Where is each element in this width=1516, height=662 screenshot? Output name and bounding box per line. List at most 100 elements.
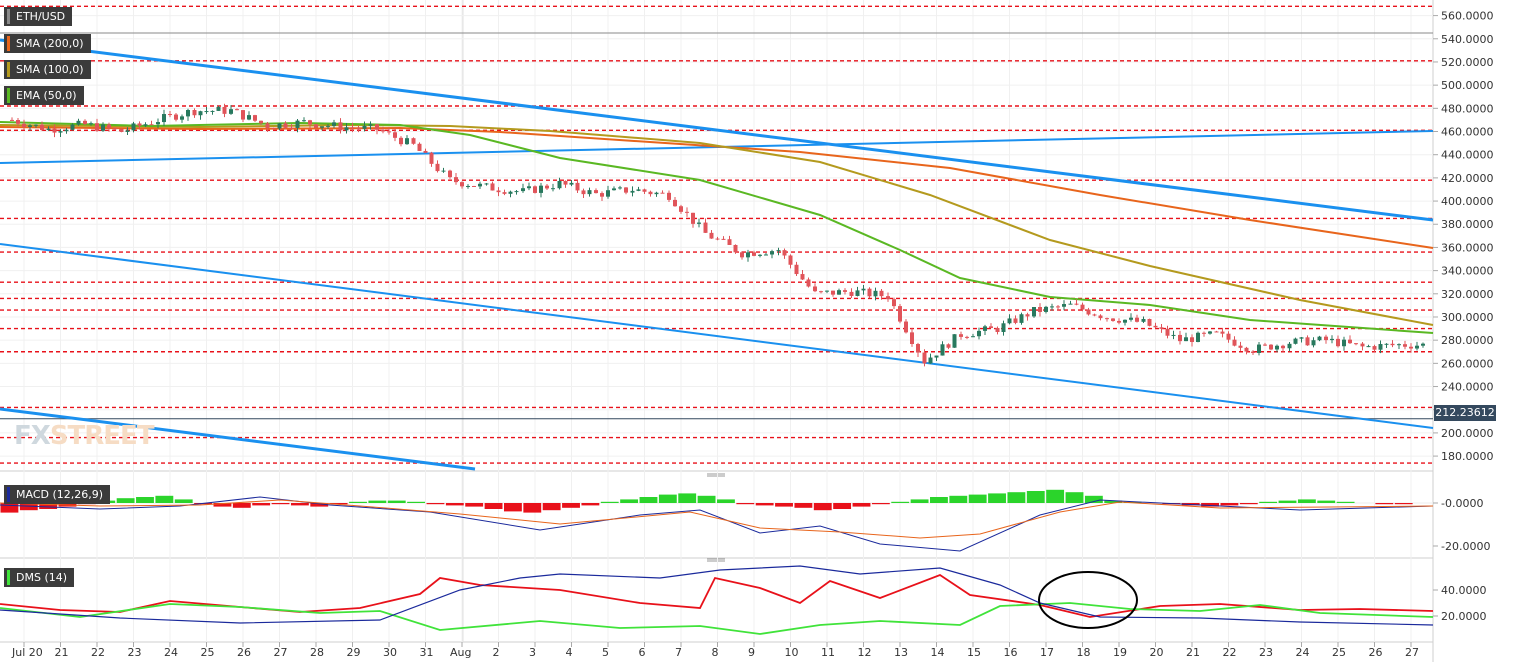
macd-histogram-bar <box>852 503 871 507</box>
candle-body <box>527 186 531 189</box>
candle-body <box>867 288 872 297</box>
candle-body <box>636 189 641 191</box>
candle-body <box>283 123 288 128</box>
candle-body <box>1208 331 1212 334</box>
candle-body <box>174 114 178 120</box>
x-tick-label: 27 <box>1405 646 1419 659</box>
sma100-swatch <box>7 62 10 77</box>
candle-body <box>34 124 38 126</box>
x-tick-label: 24 <box>1296 646 1310 659</box>
y-tick-label: 500.0000 <box>1441 79 1494 92</box>
candle-body <box>441 170 446 172</box>
candle-body <box>1105 318 1109 320</box>
candle-body <box>837 290 841 295</box>
candle-body <box>356 128 361 130</box>
macd-label[interactable]: MACD (12,26,9) <box>4 485 111 504</box>
candle-body <box>843 290 847 292</box>
candle-body <box>776 250 781 252</box>
x-tick-label: 10 <box>785 646 799 659</box>
x-tick-label: Aug <box>450 646 471 659</box>
x-tick-label: 18 <box>1077 646 1091 659</box>
candle-body <box>977 330 981 337</box>
candle-body <box>1251 351 1255 353</box>
symbol-label[interactable]: ETH/USD <box>4 7 73 26</box>
candle-body <box>1360 343 1365 347</box>
candle-body <box>971 336 975 338</box>
candle-body <box>1409 346 1413 349</box>
y-tick-label: 440.0000 <box>1441 149 1494 162</box>
x-tick-label: 28 <box>310 646 324 659</box>
candle-body <box>533 186 537 193</box>
candle-body <box>454 177 458 183</box>
candle-body <box>1086 309 1091 315</box>
macd-histogram-bar <box>329 503 348 505</box>
candle-body <box>1384 343 1389 345</box>
candle-body <box>709 232 714 239</box>
candle-body <box>113 128 117 130</box>
candle-body <box>1366 346 1371 348</box>
y-tick-label: 420.0000 <box>1441 172 1494 185</box>
trendline-lower <box>0 243 1434 429</box>
macd-histogram-bar <box>620 499 639 503</box>
candle-body <box>959 334 963 337</box>
candle-body <box>70 124 75 130</box>
candle-body <box>168 114 172 116</box>
candle-body <box>1184 337 1188 342</box>
candle-body <box>1190 337 1194 342</box>
ema50-label[interactable]: EMA (50,0) <box>4 86 84 105</box>
candle-body <box>186 109 190 117</box>
candle-body <box>1153 325 1158 328</box>
candle-body <box>302 120 306 122</box>
sma200-label[interactable]: SMA (200,0) <box>4 34 91 53</box>
x-tick-label: 8 <box>712 646 719 659</box>
candle-body <box>794 264 799 275</box>
price-panel-bg <box>0 0 1433 470</box>
candle-body <box>1324 336 1328 341</box>
candle-body <box>1056 306 1060 308</box>
candle-body <box>703 222 708 233</box>
x-tick-label: 21 <box>55 646 69 659</box>
candle-body <box>1299 337 1304 339</box>
y-tick-label: 540.0000 <box>1441 33 1494 46</box>
x-tick-label: 15 <box>967 646 981 659</box>
sma100-label[interactable]: SMA (100,0) <box>4 60 91 79</box>
macd-histogram-bar <box>174 499 193 503</box>
macd-histogram-bar <box>116 498 135 503</box>
x-tick-label: 22 <box>1223 646 1237 659</box>
candle-body <box>746 252 750 258</box>
candle-body <box>581 190 586 195</box>
candle-body <box>247 115 251 120</box>
y-tick-label: 240.0000 <box>1441 381 1494 394</box>
candle-body <box>149 124 154 126</box>
macd-histogram-bar <box>465 503 484 507</box>
candle-body <box>892 299 896 307</box>
candle-body <box>314 124 318 128</box>
candle-body <box>587 190 592 195</box>
macd-histogram-bar <box>639 497 658 503</box>
candle-body <box>83 120 87 125</box>
candle-body <box>1348 339 1352 344</box>
watermark-street: STREET <box>49 421 155 451</box>
x-tick-label: 19 <box>1113 646 1127 659</box>
candle-body <box>58 131 63 133</box>
candle-body <box>1330 338 1334 341</box>
dms-label[interactable]: DMS (14) <box>4 568 75 587</box>
dms-red-line <box>0 573 1434 618</box>
candle-body <box>484 183 489 185</box>
candle-body <box>922 352 927 364</box>
candle-body <box>46 128 51 131</box>
candle-body <box>1263 344 1267 346</box>
candle-body <box>825 290 829 292</box>
macd-histogram-bar <box>39 503 58 509</box>
candle-body <box>983 326 987 331</box>
candle-body <box>727 239 732 245</box>
candle-body <box>496 190 501 193</box>
candle-body <box>308 120 312 125</box>
candle-body <box>855 290 860 296</box>
candle-body <box>594 190 598 194</box>
candle-body <box>1196 332 1200 342</box>
candle-body <box>1390 343 1395 346</box>
candle-body <box>216 106 221 111</box>
macd-histogram-bar <box>1220 503 1239 506</box>
candle-body <box>1397 344 1401 346</box>
